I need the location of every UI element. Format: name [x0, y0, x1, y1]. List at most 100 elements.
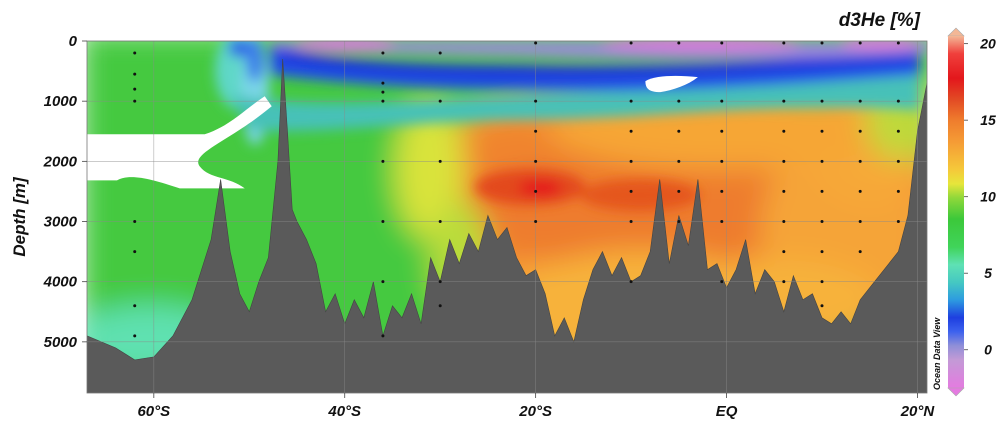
sample-dot [896, 129, 900, 133]
sample-dot [782, 280, 786, 284]
missing-data-layer [87, 75, 698, 189]
chart-title: d3He [%] [839, 10, 921, 31]
sample-dot [858, 159, 862, 163]
sample-dot [677, 99, 681, 103]
plot-frame [86, 40, 928, 394]
sample-dot [782, 189, 786, 193]
sample-dot [896, 159, 900, 163]
sample-dot [133, 72, 137, 76]
y-axis-title: Depth [m] [10, 176, 29, 257]
sample-dot [629, 159, 633, 163]
sample-dot [629, 189, 633, 193]
sample-dot [677, 41, 681, 45]
sample-dot [133, 51, 137, 55]
sample-dot [720, 159, 724, 163]
sample-dot [629, 220, 633, 224]
colorbar-tick-label: 10 [980, 189, 996, 205]
sample-dot [782, 250, 786, 254]
sample-dot [381, 81, 385, 85]
sample-dot [133, 304, 137, 308]
x-tick-label: 20°N [900, 403, 936, 420]
sample-dot [438, 159, 442, 163]
sample-dot [381, 99, 385, 103]
sample-dot [534, 189, 538, 193]
sample-dot [381, 159, 385, 163]
sample-dot [820, 250, 824, 254]
y-tick-label: 4000 [43, 274, 78, 291]
sample-dots [133, 41, 900, 338]
colorbar-tick-label: 0 [984, 342, 992, 358]
sample-dot [858, 189, 862, 193]
sample-dot [381, 334, 385, 338]
sample-dot [820, 189, 824, 193]
sample-dot [677, 189, 681, 193]
sample-dot [782, 159, 786, 163]
sample-dot [438, 304, 442, 308]
sample-dot [534, 220, 538, 224]
sample-dot [858, 129, 862, 133]
x-tick-label: 20°S [518, 403, 552, 420]
sample-dot [896, 41, 900, 45]
sample-dot [381, 280, 385, 284]
sample-dot [438, 99, 442, 103]
sample-dot [820, 129, 824, 133]
grid-lines [87, 41, 927, 393]
sample-dot [820, 41, 824, 45]
sample-dot [677, 159, 681, 163]
colorbar-bottom-arrow [947, 387, 965, 397]
x-axis: 60°S 40°S 20°S EQ 20°N [137, 393, 935, 420]
sample-dot [858, 250, 862, 254]
colorbar: 20 15 10 5 0 [947, 27, 996, 397]
sample-dot [720, 41, 724, 45]
sample-dot [820, 280, 824, 284]
y-tick-label: 2000 [43, 153, 78, 170]
sample-dot [782, 220, 786, 224]
sample-dot [820, 220, 824, 224]
sample-dot [133, 99, 137, 103]
sample-dot [629, 99, 633, 103]
sample-dot [629, 41, 633, 45]
sample-dot [438, 220, 442, 224]
sample-dot [896, 189, 900, 193]
sample-dot [133, 87, 137, 91]
colorbar-tick-label: 15 [980, 112, 996, 128]
sample-dot [782, 129, 786, 133]
sample-dot [133, 220, 137, 224]
watermark: Ocean Data View [932, 317, 942, 390]
sample-dot [820, 159, 824, 163]
sample-dot [858, 99, 862, 103]
sample-dot [438, 51, 442, 55]
sample-dot [720, 129, 724, 133]
sample-dot [820, 304, 824, 308]
sample-dot [720, 189, 724, 193]
data-field [87, 41, 927, 393]
colorbar-gradient [948, 36, 964, 388]
missing-region-blank-eq-shallow [645, 75, 698, 93]
sample-dot [820, 99, 824, 103]
sample-dot [858, 220, 862, 224]
sample-dot [381, 90, 385, 94]
y-tick-label: 5000 [44, 334, 78, 351]
sample-dot [677, 220, 681, 224]
sample-dot [896, 220, 900, 224]
colorbar-tick-label: 5 [984, 265, 992, 281]
x-tick-label: EQ [716, 403, 738, 420]
sample-dot [534, 99, 538, 103]
y-tick-label: 3000 [44, 214, 78, 231]
sample-dot [720, 280, 724, 284]
y-axis: 0 1000 2000 3000 4000 5000 [43, 33, 87, 351]
sample-dot [381, 51, 385, 55]
y-tick-label: 0 [69, 33, 78, 50]
sample-dot [782, 99, 786, 103]
sample-dot [629, 129, 633, 133]
bathymetry-polygon [87, 59, 927, 393]
sample-dot [381, 220, 385, 224]
sample-dot [720, 99, 724, 103]
sample-dot [896, 99, 900, 103]
sample-dot [438, 280, 442, 284]
x-tick-label: 40°S [327, 403, 361, 420]
sample-dot [534, 41, 538, 45]
colorbar-top-arrow [947, 27, 965, 37]
sample-dot [858, 41, 862, 45]
